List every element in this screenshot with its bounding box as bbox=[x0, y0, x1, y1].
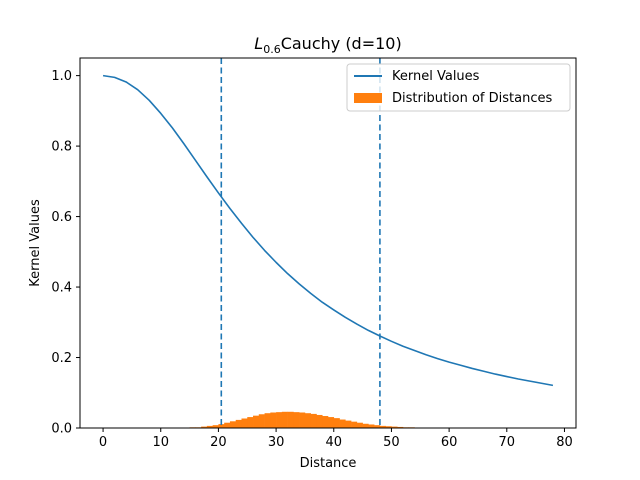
histogram-bar bbox=[345, 420, 352, 428]
histogram-bar bbox=[229, 421, 237, 428]
chart-title-rest: Cauchy (d=10) bbox=[281, 34, 402, 53]
histogram-bar bbox=[276, 412, 283, 428]
histogram-bar bbox=[374, 425, 381, 428]
y-tick-label: 0.2 bbox=[51, 351, 72, 366]
histogram-bar bbox=[247, 417, 254, 428]
x-tick-label: 10 bbox=[152, 435, 169, 450]
x-tick-label: 80 bbox=[556, 435, 573, 450]
y-tick-label: 0.4 bbox=[51, 281, 72, 296]
histogram-bar bbox=[316, 414, 323, 428]
histogram-bar bbox=[253, 415, 260, 428]
x-tick-label: 20 bbox=[210, 435, 227, 450]
histogram-bar bbox=[379, 425, 386, 428]
legend-frame bbox=[346, 63, 571, 112]
histogram-bar bbox=[368, 424, 375, 428]
histogram-bar bbox=[224, 422, 231, 428]
histogram-bar bbox=[322, 416, 329, 428]
histogram-bar bbox=[270, 412, 277, 428]
histogram-bar bbox=[258, 414, 265, 428]
y-axis-label: Kernel Values bbox=[28, 199, 43, 287]
histogram-bar bbox=[287, 411, 294, 428]
y-tick-label: 1.0 bbox=[51, 69, 72, 84]
histogram-bar bbox=[293, 412, 300, 428]
histogram-bar bbox=[397, 426, 404, 428]
x-axis-label: Distance bbox=[300, 456, 357, 471]
chart-title-subscript: 0.6 bbox=[263, 43, 281, 56]
axes-frame bbox=[79, 57, 577, 429]
histogram-bar bbox=[391, 426, 398, 428]
histogram-bar bbox=[241, 418, 248, 428]
x-tick-label: 0 bbox=[99, 435, 107, 450]
histogram-bar bbox=[351, 421, 358, 428]
histogram-bar bbox=[299, 412, 306, 428]
kernel-values-line bbox=[102, 74, 554, 387]
histogram-bar bbox=[212, 425, 219, 428]
chart-title-italic: L bbox=[254, 34, 263, 53]
histogram-bar bbox=[339, 419, 346, 428]
x-tick-label: 50 bbox=[383, 435, 400, 450]
x-tick-label: 60 bbox=[441, 435, 458, 450]
x-tick-label: 30 bbox=[268, 435, 285, 450]
x-tick-label: 70 bbox=[499, 435, 516, 450]
histogram-bar bbox=[264, 413, 271, 428]
y-tick-label: 0.0 bbox=[51, 422, 72, 437]
histogram-bar bbox=[304, 413, 311, 428]
chart-title: L0.6Cauchy (d=10) bbox=[254, 34, 401, 56]
legend: Kernel Values Distribution of Distances bbox=[346, 63, 571, 112]
histogram-bar bbox=[281, 411, 288, 428]
legend-label-kernel-values: Kernel Values bbox=[392, 69, 480, 84]
histogram-bar bbox=[310, 413, 317, 428]
histogram-bar bbox=[328, 417, 335, 428]
x-tick-label: 40 bbox=[325, 435, 342, 450]
y-tick-label: 0.8 bbox=[51, 140, 72, 155]
histogram-bar bbox=[206, 425, 213, 428]
histogram-bar bbox=[356, 422, 363, 428]
histogram-bar bbox=[385, 426, 392, 428]
histogram-bar bbox=[333, 418, 340, 428]
legend-label-distribution: Distribution of Distances bbox=[392, 91, 552, 106]
histogram-bar bbox=[235, 419, 242, 428]
histogram-bar bbox=[362, 423, 369, 428]
plot-area: 0 10 20 30 40 50 60 70 80 0.0 0.2 0.4 0.6 0.8 1.0 bbox=[51, 57, 577, 450]
y-tick-label: 0.6 bbox=[51, 210, 72, 225]
histogram-bar bbox=[218, 424, 225, 428]
histogram-bar bbox=[201, 426, 208, 428]
legend-swatch-distribution bbox=[354, 93, 382, 103]
